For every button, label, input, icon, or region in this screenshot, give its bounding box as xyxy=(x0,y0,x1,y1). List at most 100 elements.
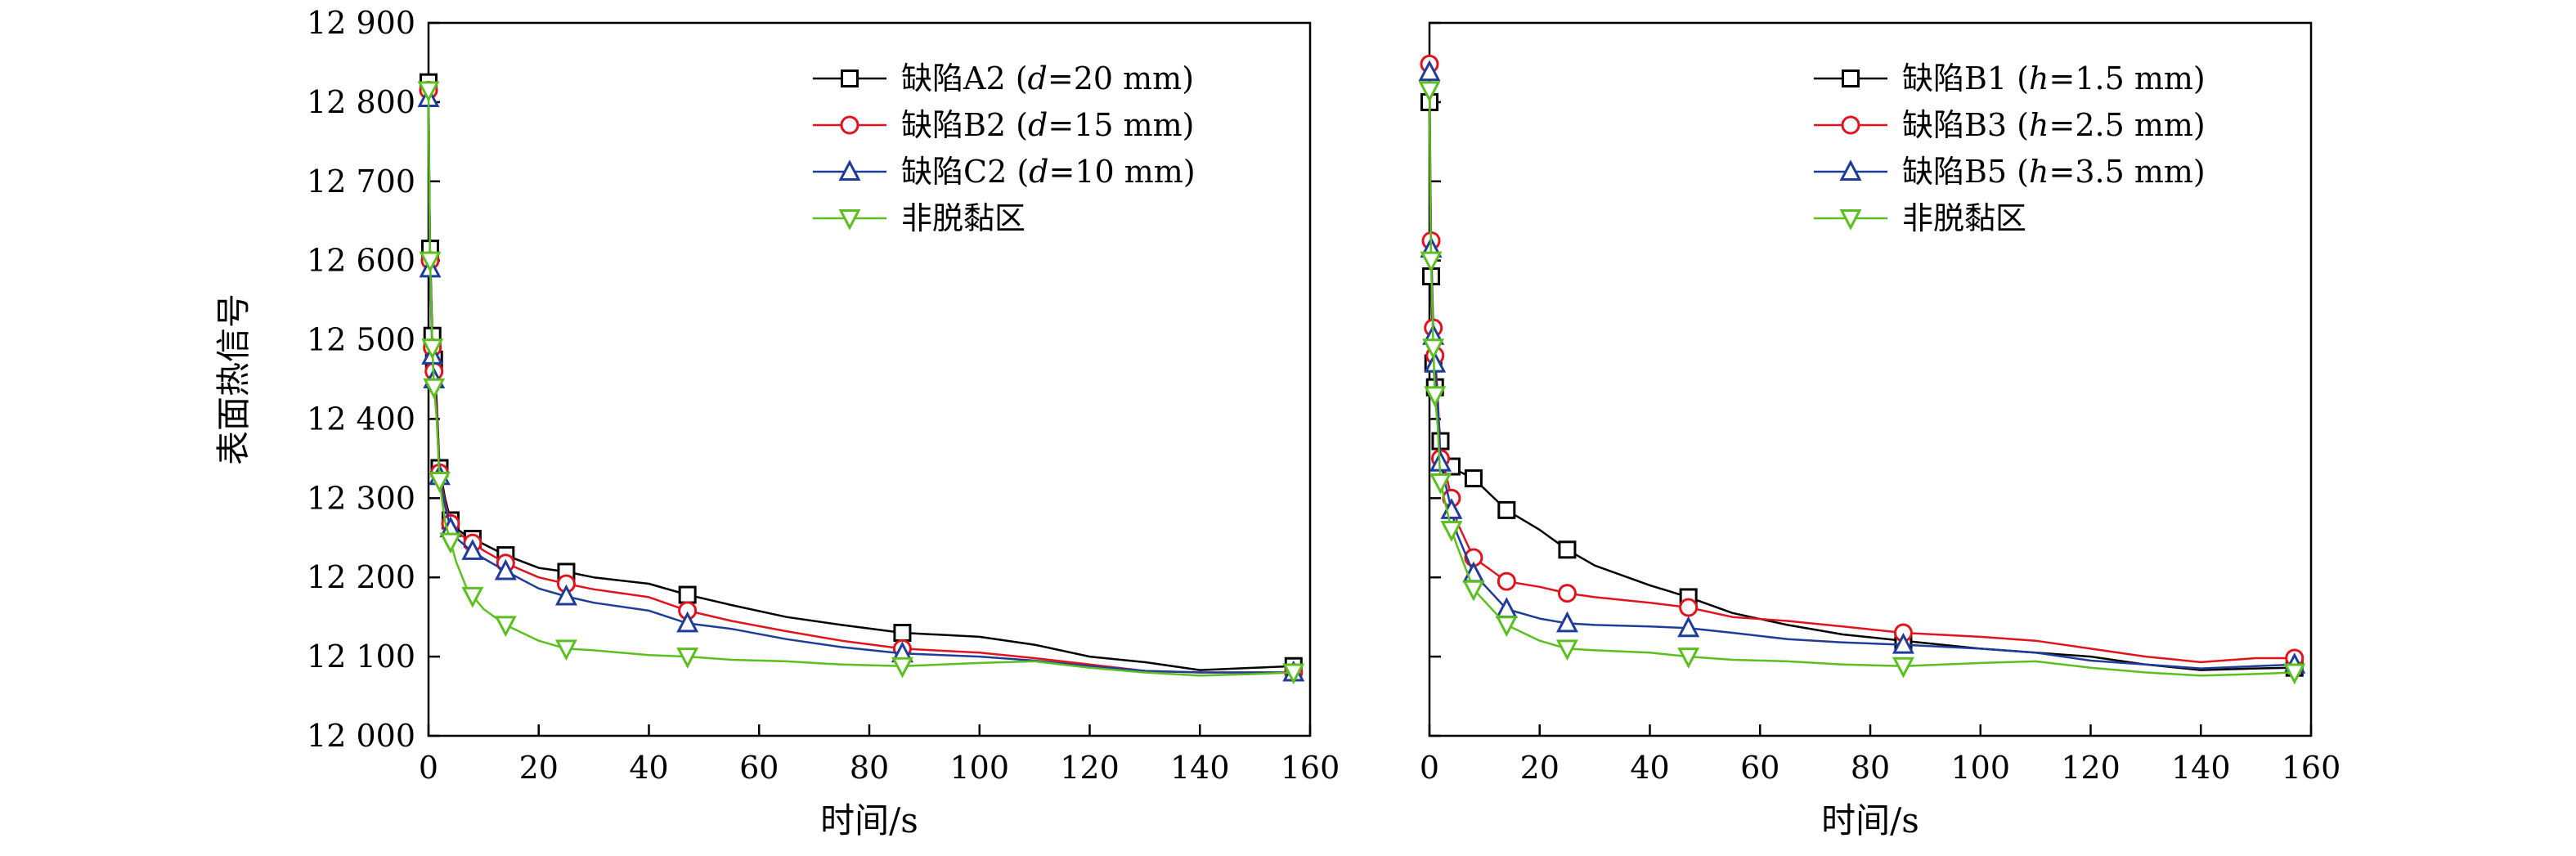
y-tick-label: 12 500 xyxy=(307,322,415,358)
data-point xyxy=(417,81,440,103)
data-point xyxy=(1677,648,1700,669)
y-tick-label: 12 400 xyxy=(307,401,415,437)
data-point xyxy=(461,586,484,608)
x-tick-label: 20 xyxy=(519,750,559,786)
x-tick-label: 160 xyxy=(1281,750,1340,786)
data-point xyxy=(676,611,699,633)
data-point xyxy=(1555,639,1578,661)
legend-marker xyxy=(838,159,861,181)
data-point xyxy=(1282,663,1305,685)
data-point xyxy=(1558,540,1577,559)
legend-label: 非脱黏区 xyxy=(1902,200,2026,236)
legend-label-prefix: 缺陷B3 ( xyxy=(1902,107,2029,143)
legend-label-suffix: =15 mm) xyxy=(1048,107,1194,143)
legend-label-suffix: =10 mm) xyxy=(1049,154,1196,190)
legend-label-variable: d xyxy=(1029,154,1048,190)
data-point xyxy=(1464,469,1483,488)
data-point xyxy=(1422,338,1445,360)
legend-marker xyxy=(838,209,861,231)
data-point xyxy=(461,539,484,560)
data-point xyxy=(494,616,517,638)
data-point xyxy=(421,338,444,360)
y-axis-title: 表面热信号 xyxy=(213,294,254,465)
legend-label: 缺陷B5 (h=3.5 mm) xyxy=(1902,154,2206,190)
x-tick-label: 160 xyxy=(2282,750,2341,786)
data-point xyxy=(494,558,517,580)
data-point xyxy=(1555,611,1578,633)
x-tick-label: 80 xyxy=(1851,750,1890,786)
legend-label: 缺陷C2 (d=10 mm) xyxy=(901,154,1196,190)
x-axis-title: 时间/s xyxy=(820,800,918,840)
legend-label-prefix: 非脱黏区 xyxy=(1902,200,2026,236)
legend-label: 非脱黏区 xyxy=(901,200,1025,236)
x-tick-label: 100 xyxy=(1950,750,2010,786)
x-tick-label: 40 xyxy=(1630,750,1669,786)
data-point xyxy=(1892,657,1914,679)
legend-label-suffix: =1.5 mm) xyxy=(2049,61,2206,96)
y-tick-label: 12 700 xyxy=(307,164,415,199)
x-tick-label: 60 xyxy=(739,750,779,786)
data-point xyxy=(1677,616,1700,638)
legend-marker xyxy=(840,115,859,135)
legend-label-variable: h xyxy=(2029,61,2049,96)
x-tick-label: 80 xyxy=(850,750,889,786)
data-point xyxy=(1679,598,1699,617)
legend-label-suffix: =2.5 mm) xyxy=(2049,107,2206,143)
y-tick-label: 12 800 xyxy=(307,84,415,120)
data-point xyxy=(1424,386,1447,408)
data-point xyxy=(891,657,913,679)
legend-label-prefix: 缺陷B1 ( xyxy=(1902,61,2029,96)
legend-label-prefix: 缺陷B2 ( xyxy=(901,107,1028,143)
data-point xyxy=(554,639,577,661)
x-tick-label: 60 xyxy=(1740,750,1779,786)
legend-label-prefix: 缺陷C2 ( xyxy=(901,154,1029,190)
x-tick-label: 140 xyxy=(1170,750,1230,786)
data-point xyxy=(2283,663,2306,685)
data-point xyxy=(423,378,446,400)
x-tick-label: 120 xyxy=(1060,750,1120,786)
legend-label-suffix: =20 mm) xyxy=(1048,61,1194,96)
legend-label-prefix: 非脱黏区 xyxy=(901,200,1025,236)
legend-label-prefix: 缺陷B5 ( xyxy=(1902,154,2029,190)
data-point xyxy=(419,251,442,273)
data-point xyxy=(893,624,912,643)
data-point xyxy=(1497,500,1516,519)
y-tick-label: 12 200 xyxy=(307,559,415,595)
data-point xyxy=(428,472,451,493)
data-point xyxy=(439,532,462,554)
x-tick-label: 20 xyxy=(1520,750,1560,786)
legend-marker xyxy=(1842,69,1860,87)
data-point xyxy=(1440,521,1463,542)
legend-label-variable: d xyxy=(1028,61,1048,96)
legend-label-variable: h xyxy=(2029,107,2049,143)
data-point xyxy=(1462,580,1485,602)
legend-label-prefix: 缺陷A2 ( xyxy=(901,61,1028,96)
data-point xyxy=(1495,616,1518,638)
y-tick-label: 12 600 xyxy=(307,243,415,279)
x-tick-label: 0 xyxy=(419,750,438,786)
x-tick-label: 100 xyxy=(949,750,1009,786)
legend-marker xyxy=(1841,115,1860,135)
y-tick-label: 12 000 xyxy=(307,718,415,754)
x-tick-label: 0 xyxy=(1420,750,1439,786)
x-tick-label: 140 xyxy=(2171,750,2231,786)
data-point xyxy=(1557,584,1577,603)
data-point xyxy=(1497,571,1516,591)
x-axis-title: 时间/s xyxy=(1821,800,1919,840)
chart-left: 0 20 40 60 80 100 120 140 160 12 000 12 100 12 200 1… xyxy=(213,5,1340,840)
legend-label: 缺陷B2 (d=15 mm) xyxy=(901,107,1195,143)
data-point xyxy=(676,648,699,669)
legend-label-suffix: =3.5 mm) xyxy=(2049,154,2206,190)
data-point xyxy=(1418,60,1441,82)
data-point xyxy=(554,584,577,606)
legend-marker xyxy=(1839,209,1862,231)
y-tick-label: 12 300 xyxy=(307,480,415,516)
data-point xyxy=(1418,81,1441,103)
data-point xyxy=(678,585,697,604)
y-tick-label: 12 100 xyxy=(307,639,415,674)
legend-marker xyxy=(841,69,859,87)
data-point xyxy=(1429,473,1452,495)
chart-right: 0 20 40 60 80 100 120 140 160 时间/s 缺陷B1 (h=1.5 mm)… xyxy=(1418,21,2341,840)
x-tick-label: 120 xyxy=(2061,750,2120,786)
